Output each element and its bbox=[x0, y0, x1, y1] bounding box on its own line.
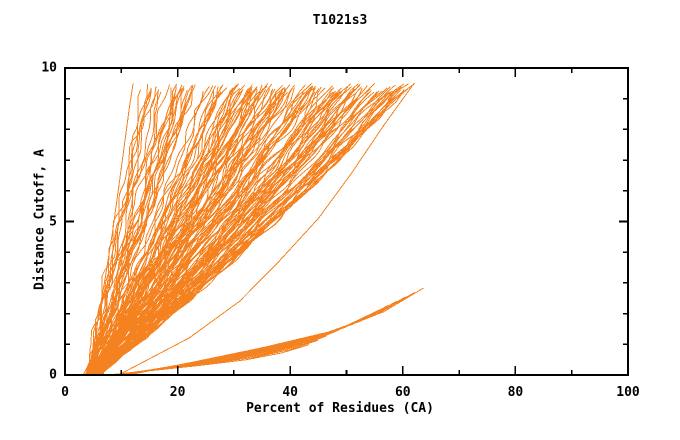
y-axis-label: Distance Cutoff, A bbox=[32, 149, 48, 290]
x-tick-label-80: 80 bbox=[507, 385, 524, 400]
y-tick-label-0: 0 bbox=[49, 367, 57, 383]
y-tick-label-10: 10 bbox=[41, 60, 57, 76]
x-tick-label-0: 0 bbox=[61, 385, 69, 400]
y-tick-label-5: 5 bbox=[49, 214, 57, 229]
x-tick-label-40: 40 bbox=[282, 385, 299, 400]
x-tick-label-20: 20 bbox=[169, 385, 186, 400]
plot-axes bbox=[64, 67, 629, 376]
x-tick-label-60: 60 bbox=[394, 385, 411, 400]
page-title: T1021s3 bbox=[312, 13, 368, 28]
data-curves bbox=[82, 82, 424, 376]
x-axis-label: Percent of Residues (CA) bbox=[246, 401, 434, 416]
x-tick-label-100: 100 bbox=[616, 385, 640, 400]
